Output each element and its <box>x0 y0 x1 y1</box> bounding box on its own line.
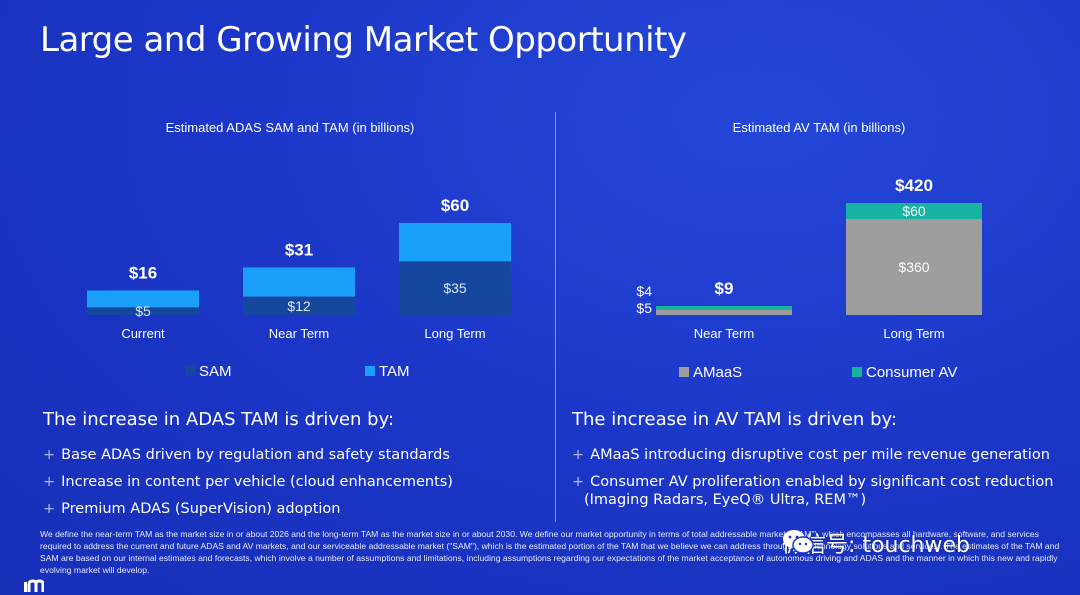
adas-sam-label: $35 <box>443 280 467 296</box>
wechat-watermark: 微信号: touchweb <box>782 527 970 559</box>
adas-bar-sam <box>243 296 355 315</box>
av-amaas-label: $360 <box>898 259 929 275</box>
list-item: + Premium ADAS (SuperVision) adoption <box>43 501 341 517</box>
av-category-label: Long Term <box>883 326 944 341</box>
av-bar-consumer <box>656 306 792 310</box>
column-divider <box>555 112 556 522</box>
av-consumer-label: $60 <box>902 203 926 219</box>
wechat-icon <box>783 530 814 554</box>
adas-bar-tam <box>399 223 511 262</box>
av-chart-title: Estimated AV TAM (in billions) <box>733 120 906 135</box>
adas-bar-sam <box>87 307 199 315</box>
legend-label-tam: TAM <box>379 363 410 380</box>
adas-bar-sam <box>399 261 511 315</box>
list-item: + AMaaS introducing disruptive cost per m… <box>572 447 1050 463</box>
footnote: We define the near-term TAM as the marke… <box>40 529 1060 575</box>
legend-label-amaas: AMaaS <box>693 364 742 381</box>
list-item: + Consumer AV proliferation enabled by si… <box>572 474 1054 508</box>
adas-drivers-list: + Base ADAS driven by regulation and safe… <box>43 446 453 527</box>
legend-swatch-consumer-av <box>852 367 862 377</box>
av-drivers-heading: The increase in AV TAM is driven by: <box>572 409 897 430</box>
list-item: + Base ADAS driven by regulation and safe… <box>43 447 450 463</box>
legend-swatch-amaas <box>679 367 689 377</box>
mobileye-logo-icon <box>24 579 44 592</box>
av-category-label: Near Term <box>694 326 754 341</box>
adas-drivers-heading: The increase in ADAS TAM is driven by: <box>43 409 395 430</box>
av-drivers-list: + AMaaS introducing disruptive cost per m… <box>572 446 1054 518</box>
legend-label-consumer-av: Consumer AV <box>866 364 957 381</box>
av-bar-amaas <box>846 219 982 315</box>
adas-bar-tam <box>243 267 355 297</box>
adas-total-label: $60 <box>441 196 469 215</box>
page-title: Large and Growing Market Opportunity <box>40 20 687 60</box>
adas-sam-label: $5 <box>135 303 151 319</box>
av-total-label: $9 <box>715 279 734 298</box>
adas-category-label: Current <box>121 326 165 341</box>
adas-chart-title: Estimated ADAS SAM and TAM (in billions) <box>166 120 415 135</box>
legend-swatch-tam <box>365 366 375 376</box>
av-consumer-label: $4 <box>636 283 652 299</box>
adas-category-label: Near Term <box>269 326 329 341</box>
adas-sam-label: $12 <box>287 298 311 314</box>
adas-total-label: $31 <box>285 240 313 259</box>
legend-label-sam: SAM <box>199 363 232 380</box>
av-amaas-label: $5 <box>636 300 652 316</box>
legend-swatch-sam <box>185 366 195 376</box>
adas-category-label: Long Term <box>424 326 485 341</box>
adas-total-label: $16 <box>129 263 157 282</box>
list-item: + Increase in content per vehicle (cloud … <box>43 474 453 490</box>
adas-bar-tam <box>87 290 199 308</box>
av-bar-amaas <box>656 310 792 315</box>
av-total-label: $420 <box>895 176 933 195</box>
av-bar-consumer <box>846 203 982 219</box>
